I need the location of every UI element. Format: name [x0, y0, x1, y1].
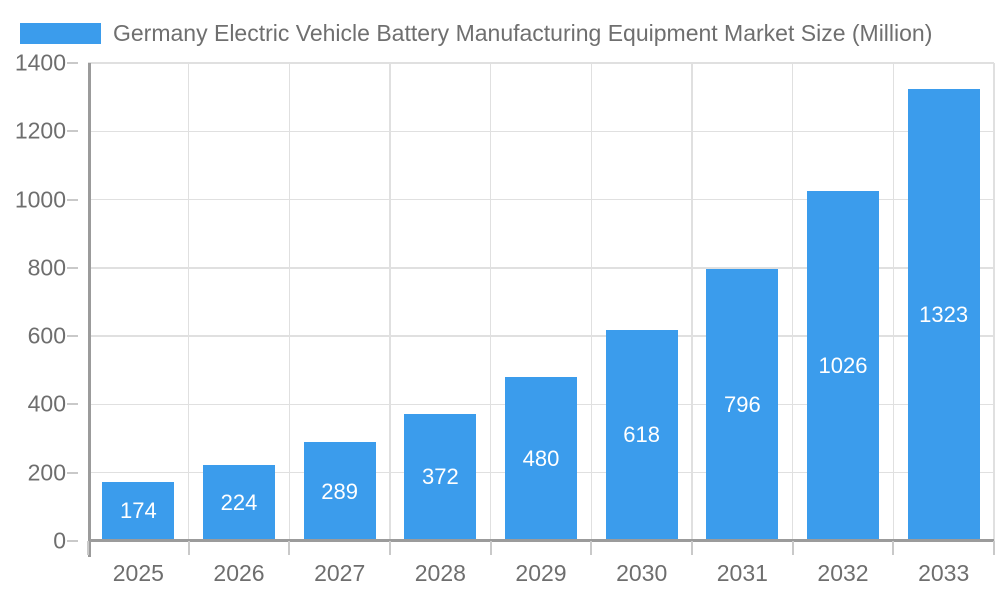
gridline-vertical	[993, 63, 995, 541]
bar-2033[interactable]: 1323	[907, 89, 980, 541]
bar-2025[interactable]: 174	[102, 481, 175, 541]
x-axis-tick	[993, 541, 995, 555]
gridline-horizontal	[88, 335, 994, 337]
y-axis-label: 1000	[14, 186, 66, 213]
bar-2032[interactable]: 1026	[807, 190, 879, 541]
bar-2031[interactable]: 796	[706, 269, 779, 541]
bar-2026[interactable]: 224	[203, 464, 275, 541]
y-axis-label: 200	[27, 459, 66, 486]
bar-2030[interactable]: 618	[605, 329, 678, 541]
x-axis-tick	[489, 541, 492, 555]
bar-value-label: 174	[119, 498, 157, 524]
x-axis-label: 2029	[515, 560, 567, 586]
y-axis-tick	[67, 266, 78, 269]
y-axis-tick	[67, 471, 78, 474]
y-axis-tick	[67, 130, 78, 133]
x-axis-label: 2033	[918, 560, 970, 586]
y-axis-label: 800	[27, 254, 66, 281]
x-axis-tick	[892, 541, 895, 555]
bar-value-label: 1026	[818, 352, 868, 378]
chart-title: Germany Electric Vehicle Battery Manufac…	[113, 20, 933, 46]
x-axis-tick	[590, 541, 593, 555]
gridline-horizontal	[88, 267, 994, 269]
x-axis-label: 2025	[112, 560, 164, 586]
x-axis-tick	[389, 541, 391, 555]
x-axis-tick	[691, 541, 693, 555]
x-axis-tick	[187, 541, 190, 555]
bar-2027[interactable]: 289	[303, 442, 376, 541]
gridline-vertical	[590, 63, 593, 541]
gridline-vertical	[791, 63, 794, 541]
x-axis-label: 2028	[414, 560, 466, 586]
gridline-vertical	[489, 63, 492, 541]
bar-2028[interactable]: 372	[404, 413, 477, 541]
bar-value-label: 289	[321, 478, 359, 504]
legend-item[interactable]: Germany Electric Vehicle Battery Manufac…	[20, 20, 932, 47]
y-axis-label: 1400	[14, 49, 66, 76]
gridline-vertical	[288, 63, 291, 541]
gridline-horizontal	[88, 198, 994, 201]
bar-value-label: 372	[421, 464, 459, 490]
y-axis-label: 1200	[14, 117, 66, 144]
gridline-horizontal	[88, 62, 994, 64]
bar-value-label: 618	[623, 422, 661, 448]
x-axis-label: 2032	[817, 560, 869, 586]
legend-swatch	[20, 23, 101, 44]
y-axis-tick	[67, 540, 78, 542]
y-axis-line	[88, 63, 91, 557]
bar-value-label: 796	[723, 392, 761, 418]
x-axis-tick	[87, 541, 89, 555]
y-axis-label: 0	[53, 527, 66, 554]
bar-value-label: 480	[522, 446, 560, 472]
y-axis-tick	[67, 198, 78, 201]
x-axis-line	[88, 539, 994, 542]
gridline-vertical	[389, 63, 391, 541]
y-axis-tick	[67, 403, 78, 406]
x-axis-tick	[288, 541, 291, 555]
x-axis-tick	[791, 541, 794, 555]
y-axis-label: 600	[27, 322, 66, 349]
gridline-vertical	[187, 63, 190, 541]
bar-value-label: 224	[220, 489, 258, 515]
gridline-horizontal	[88, 130, 994, 133]
y-axis-tick	[67, 62, 78, 64]
y-axis-label: 400	[27, 390, 66, 417]
gridline-vertical	[892, 63, 895, 541]
gridline-vertical	[691, 63, 693, 541]
y-axis-tick	[67, 335, 78, 338]
bar-value-label: 1323	[919, 302, 969, 328]
bar-2029[interactable]: 480	[505, 377, 577, 541]
x-axis-label: 2030	[616, 560, 668, 586]
x-axis-label: 2031	[716, 560, 768, 586]
x-axis-label: 2027	[314, 560, 366, 586]
x-axis-label: 2026	[213, 560, 265, 586]
